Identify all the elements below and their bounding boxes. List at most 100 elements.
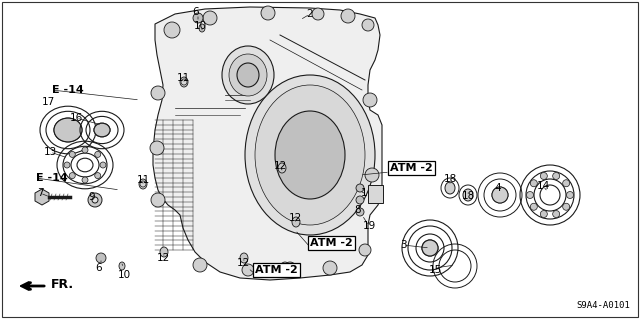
Circle shape xyxy=(362,19,374,31)
Circle shape xyxy=(540,173,547,180)
Circle shape xyxy=(242,264,254,276)
Circle shape xyxy=(69,152,76,157)
Text: 19: 19 xyxy=(362,221,376,231)
Ellipse shape xyxy=(199,24,205,32)
Text: 7: 7 xyxy=(36,188,44,198)
Text: S9A4-A0101: S9A4-A0101 xyxy=(576,301,630,310)
Ellipse shape xyxy=(255,85,365,225)
Text: 10: 10 xyxy=(193,21,207,31)
Text: 9: 9 xyxy=(89,192,95,202)
Circle shape xyxy=(69,173,76,179)
Circle shape xyxy=(356,184,364,192)
Text: E -14: E -14 xyxy=(52,85,84,95)
Circle shape xyxy=(356,208,364,216)
Circle shape xyxy=(193,13,203,23)
Bar xyxy=(368,185,383,203)
Ellipse shape xyxy=(139,179,147,189)
Circle shape xyxy=(531,180,538,187)
Circle shape xyxy=(95,173,100,179)
Circle shape xyxy=(359,244,371,256)
Circle shape xyxy=(181,79,187,85)
Circle shape xyxy=(356,196,364,204)
Ellipse shape xyxy=(292,217,300,227)
Circle shape xyxy=(341,9,355,23)
Text: 15: 15 xyxy=(428,265,442,275)
Text: 3: 3 xyxy=(400,240,406,250)
Circle shape xyxy=(492,187,508,203)
Circle shape xyxy=(284,262,296,274)
Circle shape xyxy=(422,240,438,256)
Circle shape xyxy=(563,203,570,210)
Text: 1: 1 xyxy=(361,188,367,198)
Ellipse shape xyxy=(222,46,274,104)
Circle shape xyxy=(164,22,180,38)
Circle shape xyxy=(363,93,377,107)
Circle shape xyxy=(82,147,88,153)
Text: ATM -2: ATM -2 xyxy=(255,265,298,275)
Text: 12: 12 xyxy=(273,161,287,171)
Ellipse shape xyxy=(180,77,188,87)
Circle shape xyxy=(100,162,106,168)
Ellipse shape xyxy=(280,262,290,274)
Text: 14: 14 xyxy=(536,181,550,191)
Ellipse shape xyxy=(245,75,375,235)
Circle shape xyxy=(193,258,207,272)
Circle shape xyxy=(261,6,275,20)
Text: 13: 13 xyxy=(44,147,56,157)
Text: 12: 12 xyxy=(156,253,170,263)
Ellipse shape xyxy=(237,63,259,87)
Circle shape xyxy=(553,211,560,218)
Ellipse shape xyxy=(445,182,455,194)
Ellipse shape xyxy=(94,123,110,137)
Text: 6: 6 xyxy=(96,263,102,273)
Circle shape xyxy=(140,181,146,187)
Circle shape xyxy=(553,173,560,180)
Circle shape xyxy=(566,191,573,198)
Circle shape xyxy=(203,11,217,25)
Text: 17: 17 xyxy=(42,97,54,107)
Text: ATM -2: ATM -2 xyxy=(310,238,353,248)
Circle shape xyxy=(527,191,534,198)
Text: 18: 18 xyxy=(444,174,456,184)
Text: 12: 12 xyxy=(236,258,250,268)
Ellipse shape xyxy=(275,111,345,199)
Circle shape xyxy=(96,253,106,263)
Circle shape xyxy=(540,211,547,218)
Circle shape xyxy=(563,180,570,187)
Ellipse shape xyxy=(240,253,248,263)
Circle shape xyxy=(64,162,70,168)
Circle shape xyxy=(92,197,98,203)
Text: 18: 18 xyxy=(461,191,475,201)
Ellipse shape xyxy=(160,247,168,257)
Text: 11: 11 xyxy=(136,175,150,185)
Text: 16: 16 xyxy=(69,113,83,123)
Circle shape xyxy=(312,8,324,20)
Ellipse shape xyxy=(119,262,125,270)
Polygon shape xyxy=(153,7,382,280)
Text: 8: 8 xyxy=(355,205,362,215)
Circle shape xyxy=(88,193,102,207)
Circle shape xyxy=(150,141,164,155)
Ellipse shape xyxy=(278,163,286,173)
Text: 4: 4 xyxy=(495,183,501,193)
Text: E -14: E -14 xyxy=(36,173,68,183)
Text: ATM -2: ATM -2 xyxy=(390,163,433,173)
Text: 2: 2 xyxy=(307,9,314,19)
Polygon shape xyxy=(35,189,49,205)
Circle shape xyxy=(323,261,337,275)
Circle shape xyxy=(365,168,379,182)
Circle shape xyxy=(82,177,88,183)
Text: 10: 10 xyxy=(117,270,131,280)
Circle shape xyxy=(151,86,165,100)
Text: 11: 11 xyxy=(177,73,189,83)
Text: 5: 5 xyxy=(282,266,288,276)
Ellipse shape xyxy=(463,189,473,201)
Circle shape xyxy=(151,193,165,207)
Text: FR.: FR. xyxy=(51,278,74,292)
Circle shape xyxy=(531,203,538,210)
Text: 6: 6 xyxy=(193,7,199,17)
Circle shape xyxy=(95,152,100,157)
Ellipse shape xyxy=(229,54,267,96)
Text: 12: 12 xyxy=(289,213,301,223)
Ellipse shape xyxy=(54,118,82,142)
